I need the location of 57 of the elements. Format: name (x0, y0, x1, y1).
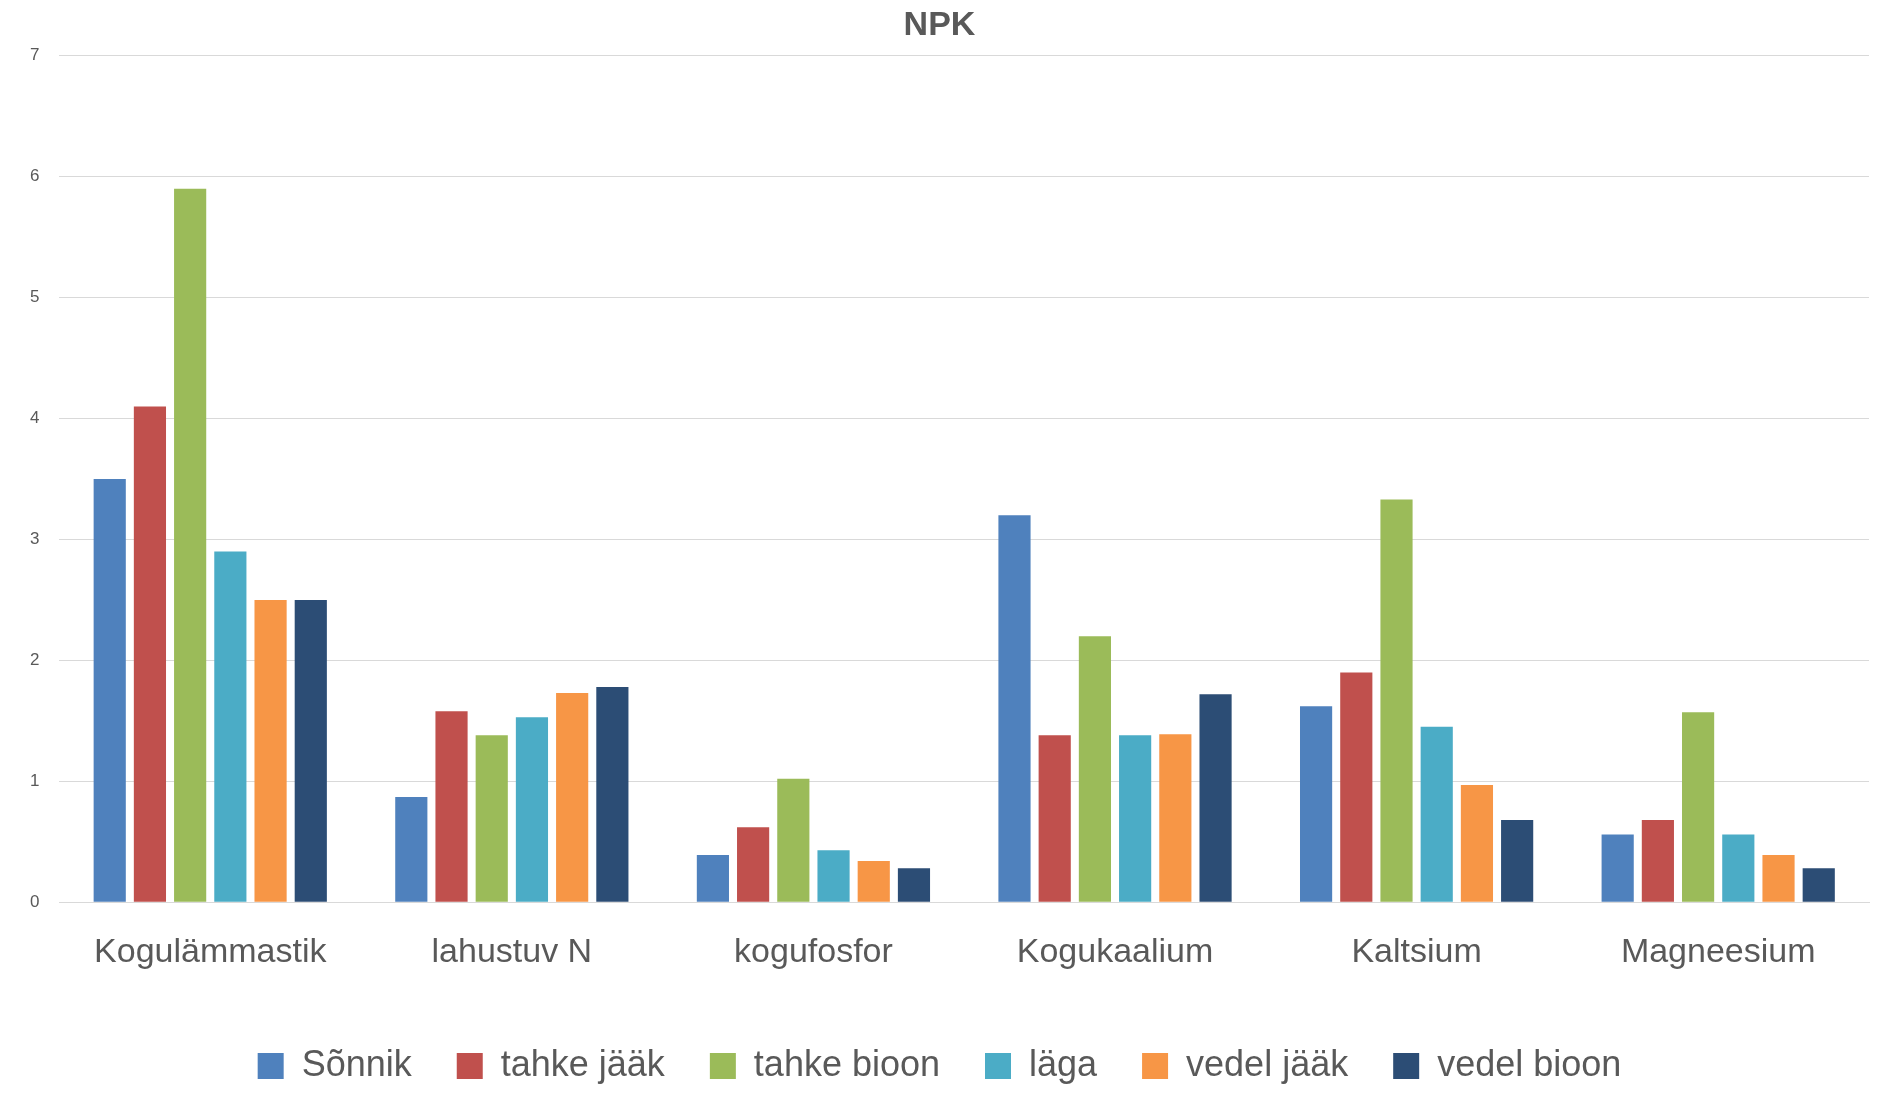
bar (1501, 819, 1534, 902)
bar (777, 778, 810, 902)
bar (1682, 712, 1715, 902)
x-tick-label: Kaltsium (1351, 930, 1482, 969)
bar (435, 711, 468, 902)
bar (1119, 735, 1152, 902)
y-tick-label: 4 (29, 408, 40, 428)
bar (696, 855, 729, 902)
x-tick-label: Kogulämmastik (94, 930, 328, 969)
bar (1420, 726, 1453, 902)
legend-label: Sõnnik (301, 1042, 413, 1084)
bar (475, 735, 508, 902)
x-tick-label: Kogukaalium (1016, 930, 1214, 969)
bar (515, 717, 549, 902)
legend-label: läga (1029, 1042, 1099, 1084)
legend-label: vedel bioon (1437, 1042, 1622, 1084)
bar (998, 515, 1031, 902)
y-tick-label: 5 (29, 287, 40, 307)
bar (1300, 706, 1333, 902)
bar (133, 406, 167, 902)
legend-label: tahke bioon (753, 1042, 941, 1084)
legend-label: vedel jääk (1186, 1042, 1350, 1084)
bar (1762, 855, 1795, 902)
bar (1601, 834, 1634, 902)
bar (556, 693, 589, 902)
bar (857, 861, 890, 902)
bar (174, 188, 207, 902)
legend-label: tahke jääk (500, 1042, 666, 1084)
x-tick-label: kogufosfor (734, 930, 893, 969)
bar (93, 479, 126, 902)
bar (1340, 672, 1373, 902)
y-tick-label: 0 (29, 891, 40, 911)
bar (395, 797, 428, 902)
bar (596, 686, 629, 902)
bar (1380, 499, 1413, 902)
bar (1641, 819, 1674, 902)
chart-title: NPK (903, 3, 976, 42)
y-tick-label: 3 (29, 529, 40, 549)
bar (214, 551, 247, 902)
bar (1038, 735, 1071, 902)
bar (1722, 834, 1755, 902)
bar (817, 850, 850, 902)
bar (294, 599, 327, 902)
y-tick-label: 2 (29, 650, 40, 670)
bar (1159, 734, 1192, 902)
bar (1199, 694, 1232, 902)
y-tick-label: 7 (29, 45, 40, 65)
bar (1460, 784, 1494, 902)
bar (1078, 636, 1111, 902)
bar (737, 827, 770, 902)
bar (897, 868, 931, 902)
bar (254, 599, 287, 902)
x-tick-label: Magneesium (1620, 930, 1816, 969)
y-tick-label: 6 (29, 166, 40, 186)
y-tick-label: 1 (29, 770, 40, 790)
x-tick-label: lahustuv N (431, 930, 593, 969)
bar (1802, 868, 1835, 902)
